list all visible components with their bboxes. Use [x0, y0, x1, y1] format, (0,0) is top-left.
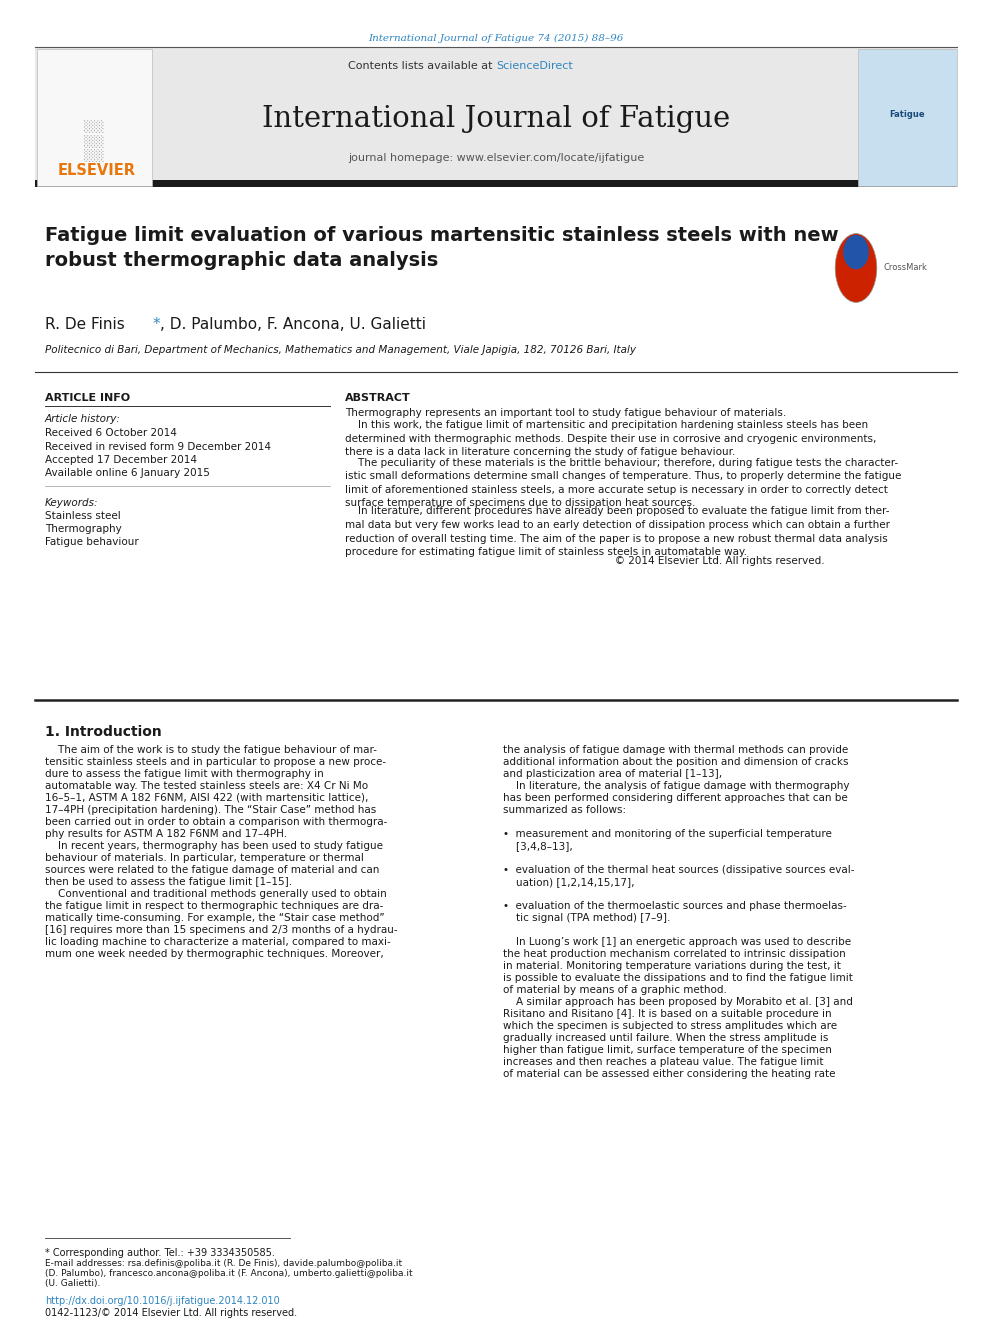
Text: ARTICLE INFO: ARTICLE INFO [45, 393, 130, 404]
Text: , D. Palumbo, F. Ancona, U. Galietti: , D. Palumbo, F. Ancona, U. Galietti [160, 318, 427, 332]
Text: Politecnico di Bari, Department of Mechanics, Mathematics and Management, Viale : Politecnico di Bari, Department of Mecha… [45, 345, 636, 355]
Text: * Corresponding author. Tel.: +39 3334350585.: * Corresponding author. Tel.: +39 333435… [45, 1248, 275, 1258]
Text: tensitic stainless steels and in particular to propose a new proce-: tensitic stainless steels and in particu… [45, 757, 386, 767]
Text: A similar approach has been proposed by Morabito et al. [3] and: A similar approach has been proposed by … [503, 998, 853, 1007]
Text: International Journal of Fatigue: International Journal of Fatigue [262, 105, 730, 134]
Text: [16] requires more than 15 specimens and 2/3 months of a hydrau-: [16] requires more than 15 specimens and… [45, 925, 398, 935]
Bar [35, 48, 957, 187]
Text: International Journal of Fatigue 74 (2015) 88–96: International Journal of Fatigue 74 (201… [368, 34, 624, 44]
Text: increases and then reaches a plateau value. The fatigue limit: increases and then reaches a plateau val… [503, 1057, 823, 1068]
Text: the analysis of fatigue damage with thermal methods can provide: the analysis of fatigue damage with ther… [503, 745, 848, 755]
Text: © 2014 Elsevier Ltd. All rights reserved.: © 2014 Elsevier Ltd. All rights reserved… [345, 556, 824, 565]
Text: sources were related to the fatigue damage of material and can: sources were related to the fatigue dama… [45, 865, 379, 875]
Text: tic signal (TPA method) [7–9].: tic signal (TPA method) [7–9]. [503, 913, 671, 923]
Text: of material can be assessed either considering the heating rate: of material can be assessed either consi… [503, 1069, 835, 1080]
Text: then be used to assess the fatigue limit [1–15].: then be used to assess the fatigue limit… [45, 877, 292, 886]
Text: of material by means of a graphic method.: of material by means of a graphic method… [503, 986, 727, 995]
Text: Article history:: Article history: [45, 414, 121, 423]
Text: additional information about the position and dimension of cracks: additional information about the positio… [503, 757, 848, 767]
Text: 16–5–1, ASTM A 182 F6NM, AISI 422 (with martensitic lattice),: 16–5–1, ASTM A 182 F6NM, AISI 422 (with … [45, 792, 368, 803]
Text: http://dx.doi.org/10.1016/j.ijfatigue.2014.12.010: http://dx.doi.org/10.1016/j.ijfatigue.20… [45, 1297, 280, 1306]
Text: summarized as follows:: summarized as follows: [503, 804, 626, 815]
Text: matically time-consuming. For example, the “Stair case method”: matically time-consuming. For example, t… [45, 913, 385, 923]
Text: has been performed considering different approaches that can be: has been performed considering different… [503, 792, 848, 803]
Text: ░░░
░░░
░░░: ░░░ ░░░ ░░░ [84, 120, 104, 163]
Text: been carried out in order to obtain a comparison with thermogra-: been carried out in order to obtain a co… [45, 818, 387, 827]
Text: uation) [1,2,14,15,17],: uation) [1,2,14,15,17], [503, 877, 635, 886]
Text: 17–4PH (precipitation hardening). The “Stair Case” method has: 17–4PH (precipitation hardening). The “S… [45, 804, 376, 815]
Text: E-mail addresses: rsa.definis@poliba.it (R. De Finis), davide.palumbo@poliba.it: E-mail addresses: rsa.definis@poliba.it … [45, 1259, 402, 1267]
Text: The aim of the work is to study the fatigue behaviour of mar-: The aim of the work is to study the fati… [45, 745, 377, 755]
Text: Received 6 October 2014: Received 6 October 2014 [45, 429, 177, 438]
Text: Fatigue: Fatigue [889, 110, 925, 119]
Text: In Luong’s work [1] an energetic approach was used to describe: In Luong’s work [1] an energetic approac… [503, 937, 851, 947]
Text: In this work, the fatigue limit of martensitic and precipitation hardening stain: In this work, the fatigue limit of marte… [345, 419, 876, 458]
Text: Contents lists available at: Contents lists available at [348, 61, 496, 71]
Text: Available online 6 January 2015: Available online 6 January 2015 [45, 468, 210, 479]
Text: (U. Galietti).: (U. Galietti). [45, 1279, 100, 1289]
Text: Keywords:: Keywords: [45, 497, 98, 508]
Text: the heat production mechanism correlated to intrinsic dissipation: the heat production mechanism correlated… [503, 949, 846, 959]
Text: •  measurement and monitoring of the superficial temperature: • measurement and monitoring of the supe… [503, 830, 832, 839]
Text: journal homepage: www.elsevier.com/locate/ijfatigue: journal homepage: www.elsevier.com/locat… [348, 153, 644, 163]
Text: In recent years, thermography has been used to study fatigue: In recent years, thermography has been u… [45, 841, 383, 851]
Text: automatable way. The tested stainless steels are: X4 Cr Ni Mo: automatable way. The tested stainless st… [45, 781, 368, 791]
Text: the fatigue limit in respect to thermographic techniques are dra-: the fatigue limit in respect to thermogr… [45, 901, 383, 912]
Text: gradually increased until failure. When the stress amplitude is: gradually increased until failure. When … [503, 1033, 828, 1043]
Text: dure to assess the fatigue limit with thermography in: dure to assess the fatigue limit with th… [45, 769, 323, 779]
Text: Accepted 17 December 2014: Accepted 17 December 2014 [45, 455, 197, 464]
Text: Fatigue behaviour: Fatigue behaviour [45, 537, 139, 546]
Text: ABSTRACT: ABSTRACT [345, 393, 411, 404]
Bar [37, 49, 152, 187]
Text: (D. Palumbo), francesco.ancona@poliba.it (F. Ancona), umberto.galietti@poliba.it: (D. Palumbo), francesco.ancona@poliba.it… [45, 1269, 413, 1278]
Text: Received in revised form 9 December 2014: Received in revised form 9 December 2014 [45, 442, 271, 451]
Text: *: * [152, 318, 160, 332]
Text: •  evaluation of the thermal heat sources (dissipative sources eval-: • evaluation of the thermal heat sources… [503, 865, 854, 875]
Text: in material. Monitoring temperature variations during the test, it: in material. Monitoring temperature vari… [503, 960, 841, 971]
Text: Thermography represents an important tool to study fatigue behaviour of material: Thermography represents an important too… [345, 407, 787, 418]
Text: •  evaluation of the thermoelastic sources and phase thermoelas-: • evaluation of the thermoelastic source… [503, 901, 847, 912]
Text: [3,4,8–13],: [3,4,8–13], [503, 841, 572, 851]
Text: Risitano and Risitano [4]. It is based on a suitable procedure in: Risitano and Risitano [4]. It is based o… [503, 1009, 831, 1019]
Text: In literature, different procedures have already been proposed to evaluate the f: In literature, different procedures have… [345, 507, 890, 557]
Text: In literature, the analysis of fatigue damage with thermography: In literature, the analysis of fatigue d… [503, 781, 849, 791]
Text: Conventional and traditional methods generally used to obtain: Conventional and traditional methods gen… [45, 889, 387, 900]
Text: 1. Introduction: 1. Introduction [45, 725, 162, 740]
Text: is possible to evaluate the dissipations and to find the fatigue limit: is possible to evaluate the dissipations… [503, 972, 853, 983]
Text: Stainless steel: Stainless steel [45, 511, 121, 521]
Bar [35, 180, 957, 187]
Text: mum one week needed by thermographic techniques. Moreover,: mum one week needed by thermographic tec… [45, 949, 384, 959]
Text: phy results for ASTM A 182 F6NM and 17–4PH.: phy results for ASTM A 182 F6NM and 17–4… [45, 830, 287, 839]
Text: Thermography: Thermography [45, 524, 122, 534]
Text: lic loading machine to characterize a material, compared to maxi-: lic loading machine to characterize a ma… [45, 937, 391, 947]
Text: R. De Finis: R. De Finis [45, 318, 130, 332]
Text: behaviour of materials. In particular, temperature or thermal: behaviour of materials. In particular, t… [45, 853, 364, 863]
Text: CrossMark: CrossMark [884, 263, 928, 273]
Ellipse shape [843, 235, 869, 270]
Text: which the specimen is subjected to stress amplitudes which are: which the specimen is subjected to stres… [503, 1021, 837, 1031]
Text: higher than fatigue limit, surface temperature of the specimen: higher than fatigue limit, surface tempe… [503, 1045, 832, 1054]
Text: Fatigue limit evaluation of various martensitic stainless steels with new
robust: Fatigue limit evaluation of various mart… [45, 226, 838, 270]
Ellipse shape [835, 234, 877, 303]
Text: 0142-1123/© 2014 Elsevier Ltd. All rights reserved.: 0142-1123/© 2014 Elsevier Ltd. All right… [45, 1308, 298, 1318]
Text: The peculiarity of these materials is the brittle behaviour; therefore, during f: The peculiarity of these materials is th… [345, 458, 902, 508]
Bar [858, 49, 957, 187]
Text: and plasticization area of material [1–13],: and plasticization area of material [1–1… [503, 769, 722, 779]
Text: ELSEVIER: ELSEVIER [58, 163, 136, 179]
Text: ScienceDirect: ScienceDirect [496, 61, 572, 71]
